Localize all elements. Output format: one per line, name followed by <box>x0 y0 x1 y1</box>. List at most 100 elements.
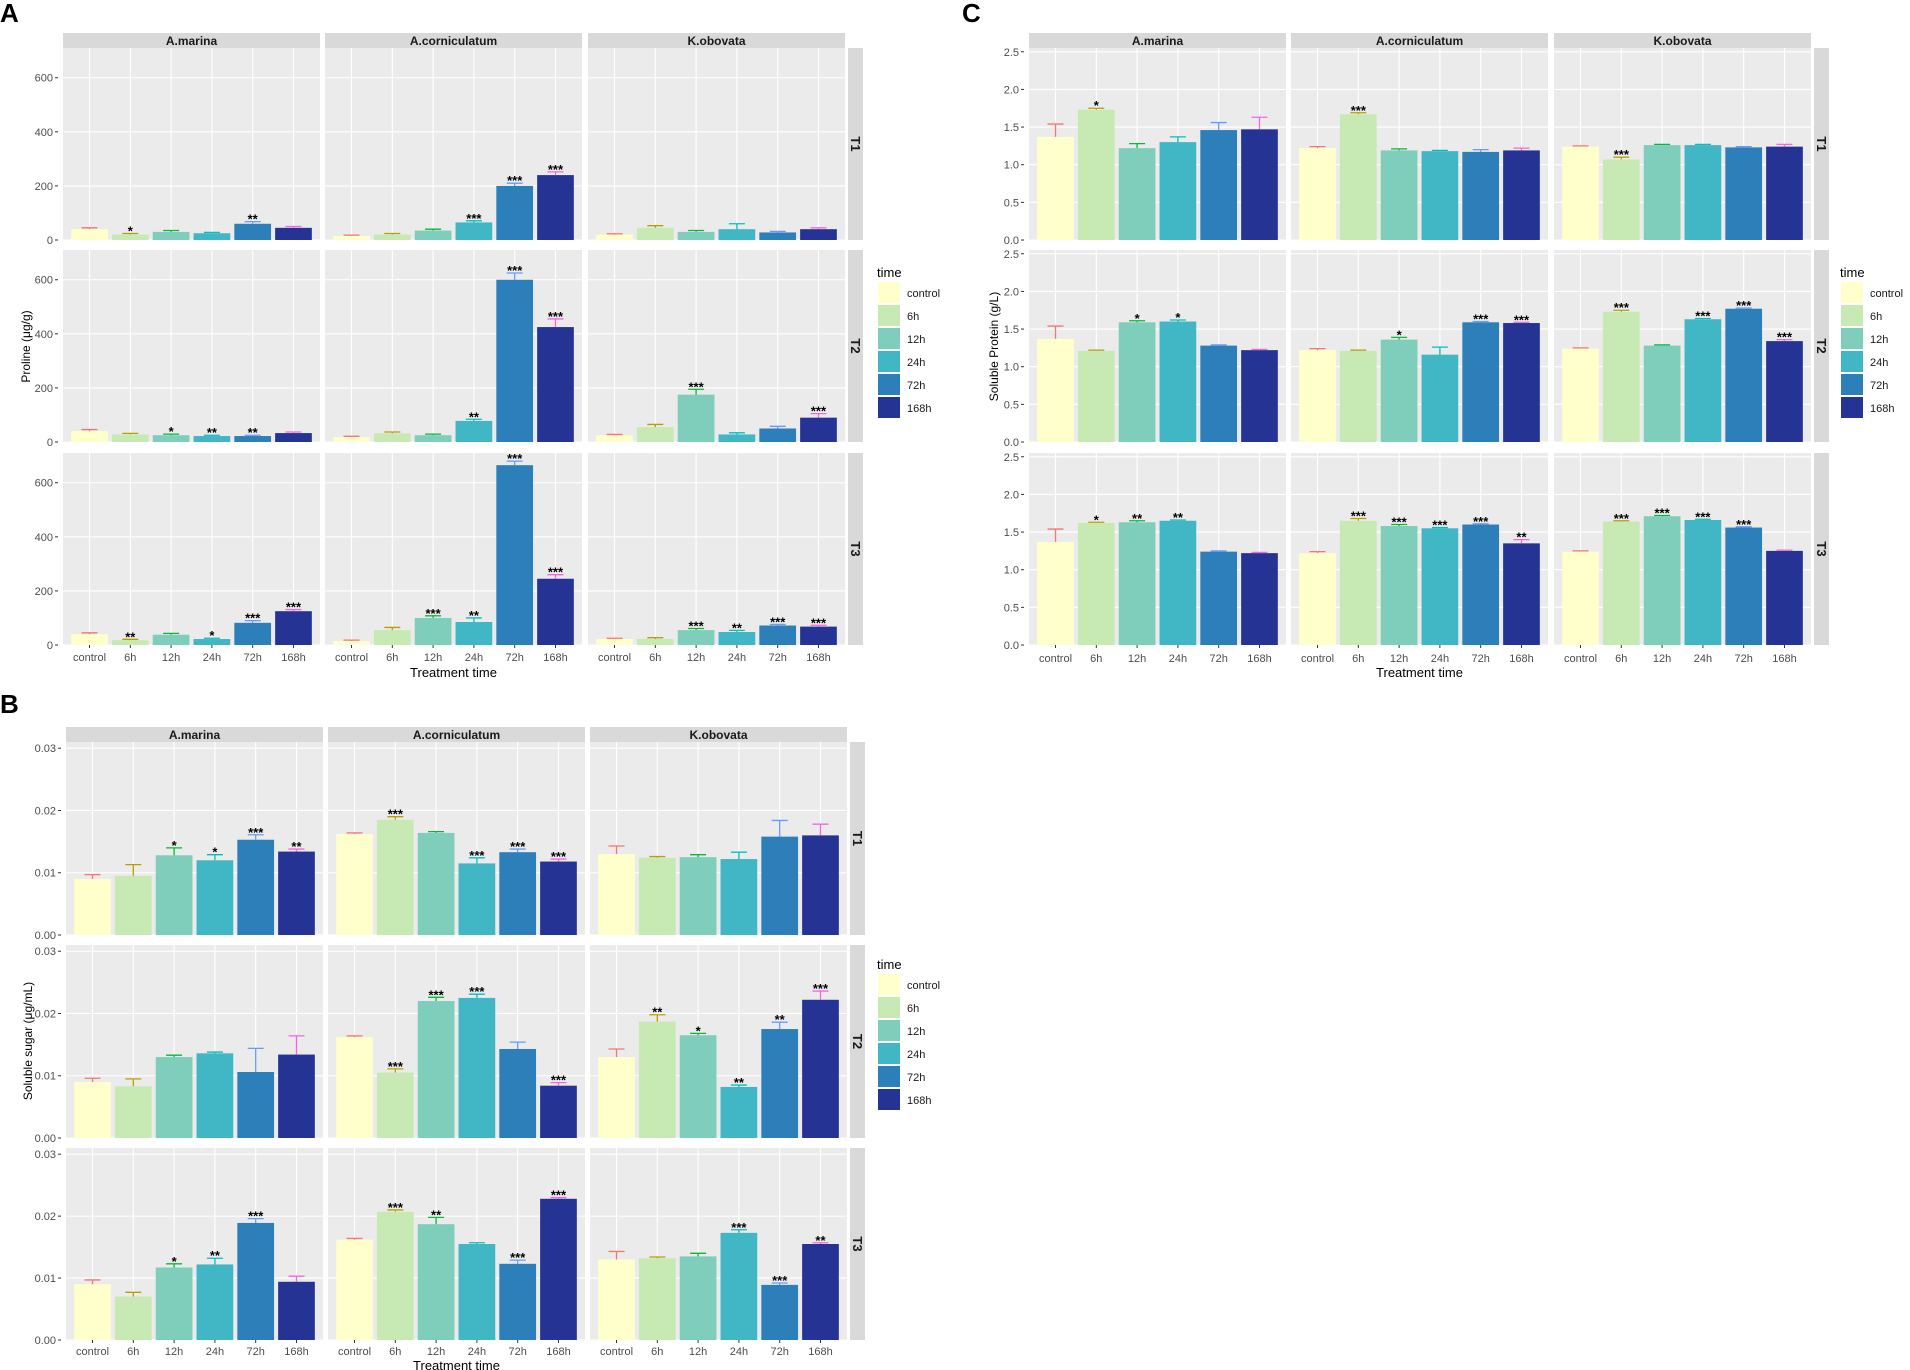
bar-a-marina-t1-12h <box>152 231 190 240</box>
facet-strip-bg <box>1029 33 1286 48</box>
significance-label: *** <box>510 1250 526 1265</box>
x-tick-label-168h: 168h <box>1772 653 1796 665</box>
facet-strip-k-obovata: K.obovata <box>1653 34 1711 48</box>
facet-strip-a-corniculatum: A.corniculatum <box>410 34 497 48</box>
bar-k-obovata-t2-control <box>1562 348 1599 442</box>
x-tick-label-72h: 72h <box>244 652 262 664</box>
x-tick-label-12h: 12h <box>427 1346 445 1358</box>
significance-label: *** <box>1736 298 1752 313</box>
significance-label: *** <box>1655 505 1671 520</box>
legend-label-168h: 168h <box>1870 403 1894 415</box>
legend-swatch-12h <box>1841 328 1863 349</box>
significance-label: ** <box>1132 511 1143 526</box>
significance-label: * <box>128 224 134 239</box>
legend-label-72h: 72h <box>907 380 925 392</box>
bar-k-obovata-t1-168h <box>1766 146 1803 240</box>
significance-label: *** <box>1614 147 1630 162</box>
y-tick-label: 0.02 <box>35 1008 56 1020</box>
bar-a-marina-t3-24h <box>1159 520 1197 645</box>
bar-k-obovata-t3-6h <box>638 1258 676 1340</box>
y-tick-label: 200 <box>35 383 53 395</box>
legend-label-72h: 72h <box>1870 380 1888 392</box>
legend: time control 6h 12h 24h 72h 168h <box>877 265 940 418</box>
bar-a-marina-t1-168h <box>278 851 315 935</box>
bar-a-marina-t3-control <box>1037 541 1074 645</box>
bar-a-corniculatum-t3-24h <box>458 1244 496 1340</box>
row-strip-t3: T3 <box>1814 541 1829 556</box>
facet-strip-bg <box>325 33 582 48</box>
row-strip-t1: T1 <box>848 136 863 151</box>
bar-a-marina-t2-168h <box>1241 350 1278 442</box>
bar-a-marina-t2-12h <box>152 435 190 442</box>
legend-label-12h: 12h <box>907 334 925 346</box>
panel-letter-c: C <box>962 0 981 28</box>
x-tick-label-control: control <box>73 652 106 664</box>
significance-label: *** <box>731 1220 747 1235</box>
bar-a-corniculatum-t3-168h <box>537 578 574 645</box>
panel-letter-a: A <box>0 0 19 28</box>
bar-a-corniculatum-t3-72h <box>499 1263 537 1340</box>
bar-a-marina-t2-72h <box>237 1072 275 1138</box>
y-tick-label: 0.03 <box>35 1149 56 1161</box>
x-tick-label-24h: 24h <box>1431 653 1449 665</box>
y-tick-label: 0.02 <box>35 1211 56 1223</box>
legend-title: time <box>1840 265 1865 280</box>
legend-swatch-control <box>878 282 900 303</box>
bar-a-marina-t1-168h <box>275 227 312 240</box>
x-tick-label-168h: 168h <box>281 652 305 664</box>
significance-label: *** <box>689 379 705 394</box>
panel-letter-b: B <box>0 689 19 719</box>
facet-strip-k-obovata: K.obovata <box>689 728 747 742</box>
x-tick-label-72h: 72h <box>769 652 787 664</box>
bar-a-marina-t2-control <box>71 431 108 442</box>
bar-a-corniculatum-t2-12h <box>414 435 452 442</box>
bar-a-corniculatum-t1-24h <box>458 863 496 935</box>
significance-label: *** <box>772 1273 788 1288</box>
significance-label: *** <box>248 825 264 840</box>
y-tick-label: 0.5 <box>1004 602 1019 614</box>
x-tick-label-72h: 72h <box>1210 653 1228 665</box>
bar-k-obovata-t1-24h <box>720 859 758 935</box>
significance-label: *** <box>1351 103 1367 118</box>
facet-strip-bg <box>63 33 320 48</box>
row-strip-bg <box>1814 48 1829 240</box>
bar-k-obovata-t2-6h <box>636 427 674 442</box>
significance-label: * <box>1094 98 1100 113</box>
y-tick-label: 2.5 <box>1004 47 1019 59</box>
x-tick-label-12h: 12h <box>689 1346 707 1358</box>
bar-k-obovata-t2-24h <box>718 434 756 442</box>
legend-swatch-72h <box>1841 374 1863 395</box>
significance-label: * <box>1397 327 1403 342</box>
legend-label-12h: 12h <box>907 1026 925 1038</box>
legend-swatch-6h <box>878 997 900 1018</box>
legend-swatch-168h <box>878 397 900 418</box>
significance-label: *** <box>469 984 485 999</box>
bar-a-corniculatum-t1-168h <box>540 861 577 935</box>
significance-label: ** <box>207 425 218 440</box>
bar-k-obovata-t1-72h <box>761 836 799 935</box>
x-tick-label-168h: 168h <box>546 1346 570 1358</box>
bar-a-corniculatum-t3-6h <box>376 1211 414 1340</box>
significance-label: *** <box>689 619 705 634</box>
x-tick-label-72h: 72h <box>771 1346 789 1358</box>
x-tick-label-168h: 168h <box>806 652 830 664</box>
bar-a-marina-t2-control <box>1037 338 1074 442</box>
row-strip-t3: T3 <box>850 1236 865 1251</box>
bar-k-obovata-t3-12h <box>679 1256 717 1340</box>
y-tick-label: 0.0 <box>1004 640 1019 652</box>
y-tick-label: 0.0 <box>1004 235 1019 247</box>
bar-k-obovata-t2-168h <box>802 999 839 1138</box>
bar-a-corniculatum-t1-24h <box>1421 151 1459 240</box>
bar-a-marina-t2-6h <box>114 1086 152 1138</box>
bar-a-corniculatum-t2-6h <box>373 433 411 442</box>
bar-k-obovata-t3-72h <box>1725 527 1763 645</box>
y-axis-title: Soluble Protein (g/L) <box>987 292 1001 401</box>
x-axis-title: Treatment time <box>1376 665 1463 680</box>
bar-a-corniculatum-t3-24h <box>455 622 493 645</box>
significance-label: *** <box>1432 518 1448 533</box>
bar-a-marina-t1-control <box>1037 136 1074 240</box>
x-tick-label-12h: 12h <box>1128 653 1146 665</box>
x-tick-label-24h: 24h <box>203 652 221 664</box>
bar-a-marina-t3-12h <box>1118 522 1156 645</box>
y-tick-label: 2.0 <box>1004 489 1019 501</box>
